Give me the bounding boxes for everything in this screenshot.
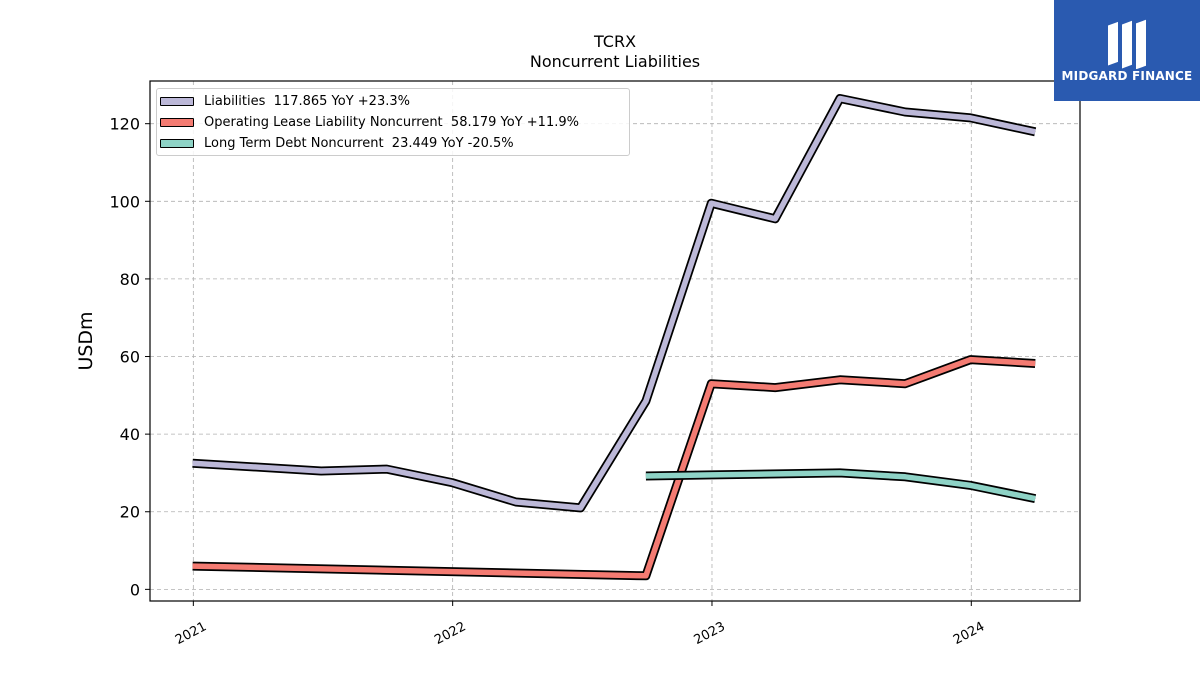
chart-title: TCRX [593,32,637,51]
brand-logo: MIDGARD FINANCE [1054,0,1200,101]
y-tick-label: 80 [120,270,140,289]
midgard-logo-icon [1108,19,1146,69]
x-tick-label: 2022 [432,619,468,648]
y-tick-label: 0 [130,580,140,599]
legend-label-liabilities: Liabilities 117.865 YoY +23.3% [204,93,410,109]
logo-text: MIDGARD FINANCE [1061,69,1193,83]
series-line-long-term-debt-noncurrent [645,470,1036,502]
grid-lines [150,81,1080,601]
series-line-liabilities [192,95,1036,511]
x-tick-label: 2021 [173,619,209,648]
legend-label-operating-lease: Operating Lease Liability Noncurrent 58.… [204,114,579,130]
legend-swatch-liabilities [160,96,194,106]
chart-legend: Liabilities 117.865 YoY +23.3% Operating… [156,88,630,156]
y-tick-label: 100 [109,192,140,211]
legend-label-long-term-debt: Long Term Debt Noncurrent 23.449 YoY -20… [204,135,514,151]
y-axis-label: USDm [75,311,97,370]
y-tick-label: 20 [120,503,140,522]
legend-item-operating-lease: Operating Lease Liability Noncurrent 58.… [160,112,579,132]
y-tick-label: 40 [120,425,140,444]
legend-swatch-operating-lease [160,117,194,127]
x-tick-label: 2023 [692,619,728,648]
series-outline-liabilities [192,94,1037,513]
series-line-operating-lease-liability-noncurrent [192,356,1036,579]
y-tick-label: 120 [109,115,140,134]
chart-subtitle: Noncurrent Liabilities [529,52,701,71]
legend-item-long-term-debt: Long Term Debt Noncurrent 23.449 YoY -20… [160,133,514,153]
plot-frame [149,80,1081,602]
legend-swatch-long-term-debt [160,138,194,148]
legend-item-liabilities: Liabilities 117.865 YoY +23.3% [160,91,410,111]
series-lines [192,94,1037,581]
y-tick-label: 60 [120,348,140,367]
x-tick-label: 2024 [951,619,987,648]
